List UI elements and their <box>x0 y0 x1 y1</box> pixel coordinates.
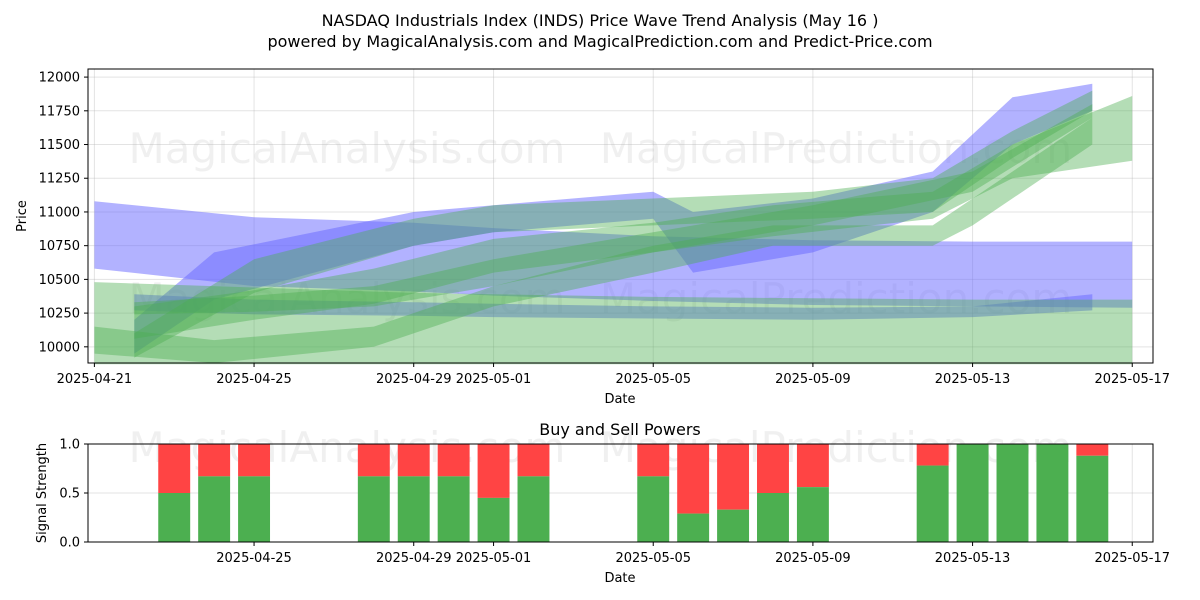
y-tick-label: 11500 <box>39 138 80 153</box>
price-y-label: Price <box>15 200 30 232</box>
sell-power-bar <box>517 444 550 477</box>
sell-power-bar <box>796 444 829 488</box>
buy-power-bar <box>996 444 1029 542</box>
buy-power-bar <box>477 497 510 542</box>
sell-power-bar <box>717 444 750 510</box>
buy-power-bar <box>238 476 271 542</box>
buy-power-bar <box>1036 444 1069 542</box>
buy-power-bar <box>717 509 750 542</box>
green-wave-band <box>94 282 1133 365</box>
x-tick-label: 2025-05-01 <box>456 372 532 387</box>
x-tick-label: 2025-04-29 <box>376 372 452 387</box>
sell-power-bar <box>757 444 789 493</box>
x-tick-label: 2025-05-01 <box>456 551 532 566</box>
x-tick-label: 2025-05-05 <box>615 372 691 387</box>
x-tick-label: 2025-05-13 <box>935 372 1011 387</box>
sell-power-bar <box>437 444 470 477</box>
x-tick-label: 2025-04-25 <box>216 372 292 387</box>
x-tick-label: 2025-05-05 <box>615 551 691 566</box>
buy-power-bar <box>956 444 989 542</box>
x-tick-label: 2025-05-09 <box>775 372 851 387</box>
buy-sell-panel: Buy and Sell Powers MagicalAnalysis.com … <box>35 420 1170 586</box>
buy-power-bar <box>437 476 470 542</box>
buy-power-bar <box>517 476 550 542</box>
price-wave-bands <box>94 83 1133 365</box>
buy-power-bar <box>757 493 789 542</box>
buy-power-bar <box>198 476 231 542</box>
x-tick-label: 2025-04-29 <box>376 551 452 566</box>
y-tick-label: 10500 <box>39 273 80 288</box>
sell-power-bar <box>1076 444 1109 456</box>
signal-x-label: Date <box>604 571 635 586</box>
signal-y-label: Signal Strength <box>35 443 50 543</box>
blue-wave-band <box>134 83 1093 354</box>
sell-power-bar <box>637 444 670 477</box>
sell-power-bar <box>397 444 430 477</box>
signal-bars <box>158 444 1109 542</box>
sell-power-bar <box>158 444 191 493</box>
price-x-label: Date <box>604 392 635 407</box>
green-wave-band <box>134 96 1133 339</box>
buy-sell-title: Buy and Sell Powers <box>539 420 701 439</box>
buy-power-bar <box>637 476 670 542</box>
x-tick-label: 2025-05-17 <box>1094 551 1170 566</box>
price-plot-border <box>87 68 1154 364</box>
y-tick-label: 0.5 <box>59 487 80 502</box>
sell-power-bar <box>677 444 710 514</box>
chart-title: NASDAQ Industrials Index (INDS) Price Wa… <box>322 11 879 30</box>
y-tick-label: 10750 <box>39 239 80 254</box>
buy-power-bar <box>916 465 949 542</box>
price-y-axis: 10000 10250 10500 10750 11000 11250 11500 11750… <box>39 71 88 355</box>
sell-power-bar <box>477 444 510 498</box>
buy-power-bar <box>158 493 191 542</box>
blue-wave-band <box>134 294 1093 320</box>
y-tick-label: 11000 <box>39 205 80 220</box>
signal-x-axis: 2025-04-25 2025-04-29 2025-05-01 2025-05-05… <box>216 542 1170 566</box>
y-tick-label: 11250 <box>39 172 80 187</box>
watermark-analysis: MagicalAnalysis.com <box>129 124 566 173</box>
x-tick-label: 2025-04-25 <box>216 551 292 566</box>
x-tick-label: 2025-05-17 <box>1094 372 1170 387</box>
x-tick-label: 2025-05-13 <box>935 551 1011 566</box>
y-tick-label: 11750 <box>39 104 80 119</box>
y-tick-label: 10250 <box>39 307 80 322</box>
y-tick-label: 12000 <box>39 71 80 86</box>
buy-power-bar <box>677 513 710 542</box>
buy-power-bar <box>357 476 390 542</box>
y-tick-label: 0.0 <box>59 536 80 551</box>
sell-power-bar <box>198 444 231 477</box>
price-x-axis: 2025-04-21 2025-04-25 2025-04-29 2025-05-01… <box>57 363 1170 387</box>
x-tick-label: 2025-05-09 <box>775 551 851 566</box>
y-tick-label: 10000 <box>39 340 80 355</box>
green-wave-band <box>94 117 1093 363</box>
sell-power-bar <box>916 444 949 466</box>
chart-subtitle: powered by MagicalAnalysis.com and Magic… <box>267 32 932 51</box>
buy-power-bar <box>796 487 829 542</box>
x-tick-label: 2025-04-21 <box>57 372 133 387</box>
price-wave-panel: MagicalAnalysis.com MagicalPrediction.co… <box>15 68 1170 407</box>
sell-power-bar <box>238 444 271 477</box>
buy-power-bar <box>1076 455 1109 542</box>
buy-power-bar <box>397 476 430 542</box>
sell-power-bar <box>357 444 390 477</box>
y-tick-label: 1.0 <box>59 438 80 453</box>
green-wave-band <box>134 90 1093 358</box>
signal-y-axis: 0.0 0.5 1.0 <box>59 438 88 551</box>
